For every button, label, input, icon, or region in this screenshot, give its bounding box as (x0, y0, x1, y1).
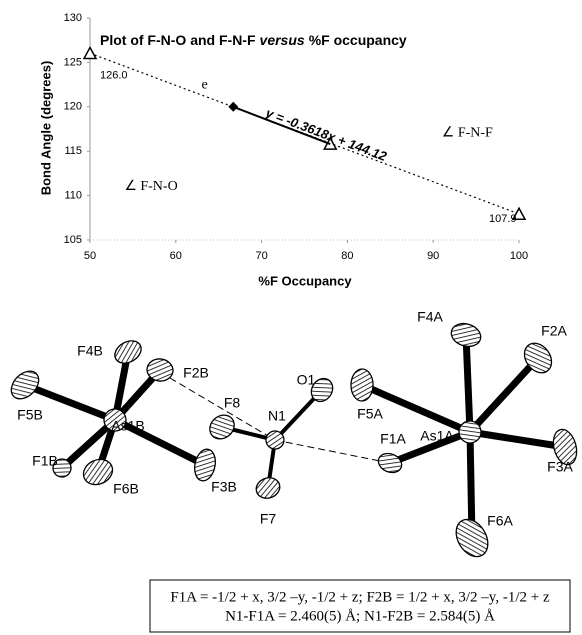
contact (275, 440, 390, 463)
annotation: e (202, 78, 208, 93)
title-part: Plot of F-N-O and F-N-F (100, 32, 256, 48)
bond (466, 335, 470, 432)
figure: 105 110 115 120 125 130 50 60 70 80 90 100 %F Occupa… (0, 0, 582, 635)
atom-label: O1 (297, 372, 316, 388)
atom-label: N1 (268, 408, 286, 424)
atom-ellipsoid (79, 455, 116, 489)
atom-label: F7 (260, 511, 277, 527)
atom-ellipsoid (205, 410, 239, 444)
y-tick-label: 125 (64, 56, 82, 68)
atom-label: F1A (380, 431, 406, 447)
atom-label: F4A (417, 309, 443, 325)
annotation: ∠ F-N-F (442, 126, 493, 141)
atom-label: As1B (111, 418, 144, 434)
atom-ellipsoid (6, 366, 44, 404)
y-tick-label: 110 (64, 190, 82, 202)
diagram: F4B F2B F5B As1B F1B F6B F3B F8 N1 O1 F7 F4A F2A F5A A… (6, 309, 580, 563)
caption-line: F1A = -1/2 + x, 3/2 –y, -1/2 + z; F2B = … (170, 589, 550, 605)
x-tick-label: 50 (84, 250, 96, 262)
x-tick-label: 60 (170, 250, 182, 262)
diamond-marker (228, 102, 238, 112)
atom-label: F2B (183, 365, 209, 381)
atom-label: F6B (113, 481, 139, 497)
triangle-marker (84, 48, 96, 59)
annotation: y = -0.3618x + 144.12 (263, 105, 390, 164)
atom-ellipsoid (111, 336, 145, 367)
y-tick-label: 115 (64, 145, 82, 157)
value-label: 126.0 (100, 69, 128, 81)
title-part: %F occupancy (309, 32, 407, 48)
y-tick-label: 105 (64, 234, 82, 246)
x-axis-label: %F Occupancy (258, 273, 352, 288)
atom-ellipsoid (376, 450, 405, 476)
atom-ellipsoid (192, 447, 218, 482)
caption-line: N1-F1A = 2.460(5) Å; N1-F2B = 2.584(5) Å (225, 608, 495, 624)
atom-label: F5B (17, 407, 43, 423)
atom-ellipsoid (351, 369, 374, 401)
atom-label: As1A (420, 428, 454, 444)
chart: 105 110 115 120 125 130 50 60 70 80 90 100 %F Occupa… (38, 12, 528, 289)
x-tick-label: 90 (427, 250, 439, 262)
value-label: 107.9 (489, 213, 517, 225)
atom-ellipsoid (253, 474, 282, 501)
bond (470, 358, 538, 432)
atom-ellipsoid (448, 320, 483, 350)
x-tick-label: 70 (255, 250, 267, 262)
annotation: ∠ F-N-O (124, 179, 177, 194)
atom-label: F3B (211, 479, 237, 495)
y-axis-label: Bond Angle (degrees) (38, 61, 53, 196)
atom-label: F2A (541, 323, 567, 339)
page: {"chart_data": {"type": "line", "title":… (0, 0, 582, 635)
atom-label: F4B (77, 343, 103, 359)
atom-label: F1B (32, 453, 58, 469)
atom-label: F3A (547, 459, 573, 475)
atom-label: F5A (357, 406, 383, 422)
atom-label: F8 (224, 395, 241, 411)
x-tick-label: 100 (510, 250, 528, 262)
atom-label: F6A (487, 513, 513, 529)
y-tick-label: 130 (64, 12, 82, 24)
bond (470, 432, 565, 447)
y-tick-label: 120 (64, 101, 82, 113)
x-tick-label: 80 (341, 250, 353, 262)
title-part: versus (260, 32, 305, 48)
atom-ellipsoid (265, 430, 284, 449)
